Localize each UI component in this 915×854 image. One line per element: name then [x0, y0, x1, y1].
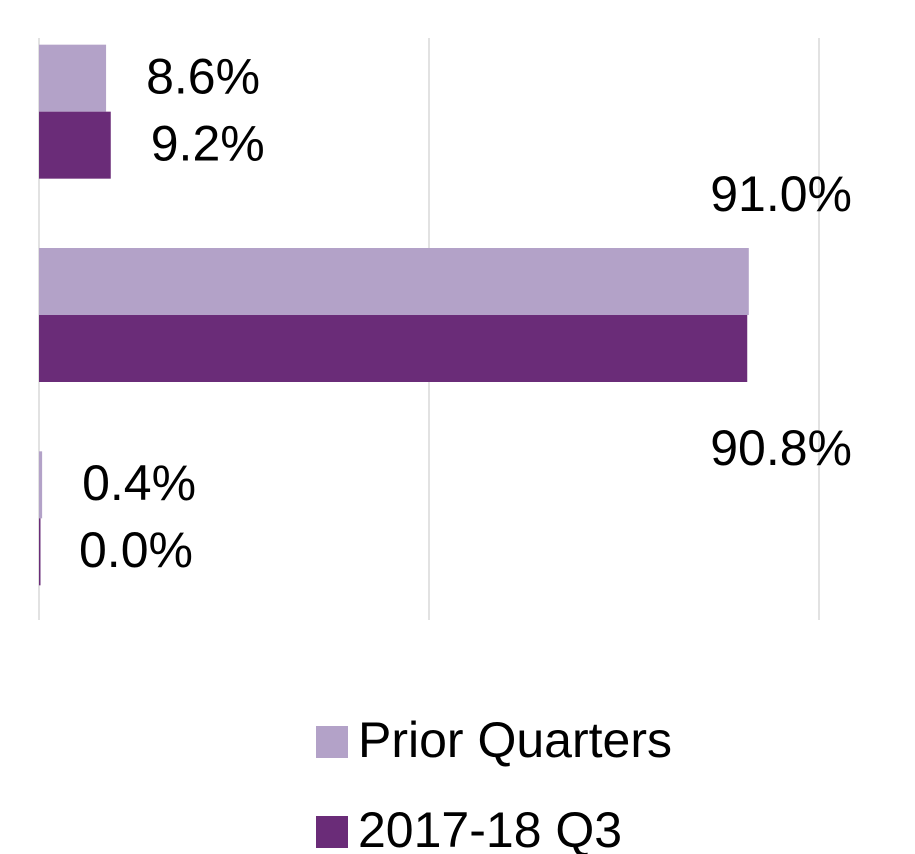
- legend-swatch: [316, 726, 348, 758]
- value-label: 8.6%: [146, 48, 260, 104]
- bar: [39, 248, 749, 315]
- value-label: 9.2%: [151, 115, 265, 171]
- bar: [39, 451, 43, 519]
- legend-label: Prior Quarters: [358, 712, 672, 768]
- bar: [39, 44, 107, 112]
- bar: [39, 111, 111, 179]
- value-label: 90.8%: [710, 420, 852, 476]
- legend-swatch: [316, 816, 348, 848]
- bar: [39, 315, 748, 382]
- value-label: 0.4%: [82, 455, 196, 511]
- value-label: 0.0%: [79, 522, 193, 578]
- value-label: 91.0%: [710, 166, 852, 222]
- legend-label: 2017-18 Q3: [358, 802, 622, 854]
- bar: [39, 518, 41, 586]
